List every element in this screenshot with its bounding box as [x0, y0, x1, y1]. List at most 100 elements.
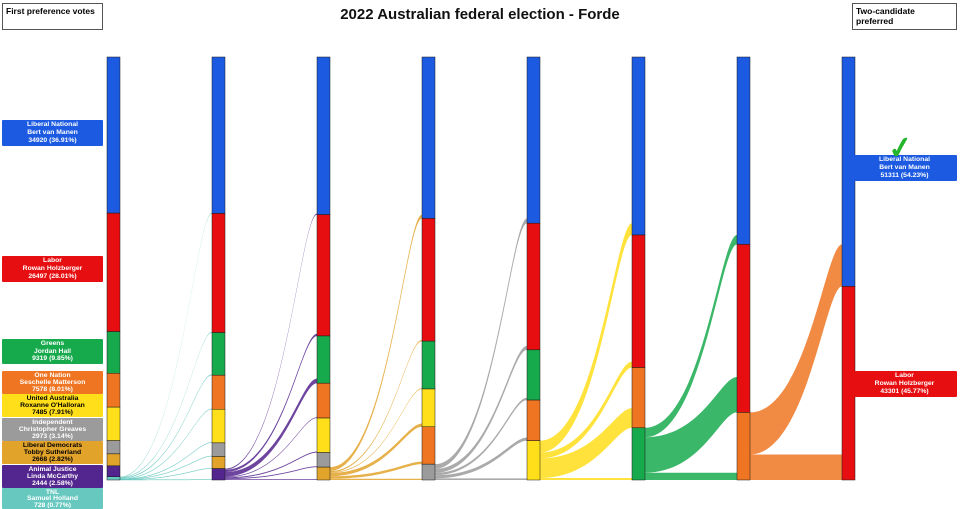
bar-segment-ALP-stage-2: [211, 213, 226, 333]
vote-count: 43301 (45.77%): [880, 387, 929, 395]
bar-segment-UAP-stage-4: [421, 388, 436, 428]
party-name: Liberal National: [27, 121, 78, 129]
bar-segment-GRN-stage-6: [631, 427, 646, 481]
candidate-name: Jordan Hall: [33, 347, 71, 355]
flow-GRN-to-ONP: [645, 472, 737, 480]
bar-segment-GRN-stage-3: [316, 335, 331, 384]
bar-segment-LNP-stage-6: [631, 56, 646, 236]
candidate-label-GRN: Greens Jordan Hall 9319 (9.85%): [2, 339, 103, 364]
flow-LDP-to-UAP: [330, 423, 422, 477]
flow-IND-to-GRN: [435, 397, 527, 476]
flow-TNL-to-ONP: [120, 408, 212, 480]
flow-UAP-to-ALP: [540, 361, 632, 459]
candidate-label-LDP: Liberal Democrats Tobby Sutherland 2668 (2…: [2, 441, 103, 464]
candidate-name: Bert van Manen: [879, 164, 930, 172]
party-name: United Australia: [26, 395, 79, 402]
bar-segment-GRN-stage-5: [526, 349, 541, 401]
candidate-label-LNP: Liberal National Bert van Manen 51311 (54.…: [852, 155, 957, 181]
bar-segment-UAP-stage-1: [106, 406, 121, 441]
flow-ONP-to-ALP: [750, 454, 842, 480]
bar-segment-LNP-stage-3: [316, 56, 331, 215]
flow-IND-to-LNP: [435, 218, 527, 469]
candidate-label-ALP: Labor Rowan Holzberger 43301 (45.77%): [852, 371, 957, 397]
candidate-label-IND: Independent Christopher Greaves 2973 (3.14…: [2, 418, 103, 441]
candidate-label-ALP: Labor Rowan Holzberger 26497 (28.01%): [2, 256, 103, 282]
party-name: TNL: [45, 489, 60, 496]
flow-TNL-to-GRN: [120, 374, 212, 479]
bar-segment-ONP-stage-7: [736, 412, 751, 481]
bar-segment-AJP-stage-2: [211, 468, 226, 481]
bar-segment-GRN-stage-2: [211, 332, 226, 376]
party-name: Greens: [40, 340, 65, 347]
bar-segment-ALP-stage-6: [631, 234, 646, 368]
flow-GRN-to-LNP: [645, 235, 737, 438]
flow-TNL-to-ALP: [120, 331, 212, 478]
flow-IND-to-UAP: [435, 478, 527, 480]
first-preference-votes-label: First preference votes: [6, 6, 95, 16]
first-preference-votes-box: First preference votes: [2, 3, 103, 30]
flow-AJP-to-LNP: [225, 213, 317, 470]
flow-TNL-to-IND: [120, 455, 212, 480]
flow-IND-to-ONP: [435, 437, 527, 479]
vote-count: 2973 (3.14%): [32, 433, 73, 440]
bar-segment-ONP-stage-5: [526, 399, 541, 441]
candidate-label-TNL: TNL Samuel Holland 728 (0.77%): [2, 488, 103, 509]
candidate-name: Tobby Sutherland: [23, 449, 82, 456]
bar-segment-LNP-stage-2: [211, 56, 226, 214]
bar-segment-TNL-stage-1: [106, 476, 121, 481]
candidate-name: Rowan Holzberger: [874, 380, 935, 388]
flow-LDP-to-ONP: [330, 461, 422, 479]
flow-TNL-to-AJP: [120, 479, 212, 481]
vote-count: 2668 (2.82%): [32, 456, 73, 463]
flow-UAP-to-ONP: [540, 408, 632, 479]
candidate-label-UAP: United Australia Roxanne O'Halloran 7485 (…: [2, 394, 103, 417]
candidate-name: Roxanne O'Halloran: [20, 402, 85, 409]
flow-LDP-to-ALP: [330, 339, 422, 473]
vote-count: 34920 (36.91%): [28, 136, 77, 144]
flow-TNL-to-LDP: [120, 467, 212, 481]
page-title: 2022 Australian federal election - Forde: [340, 6, 620, 23]
vote-count: 9319 (9.85%): [32, 355, 73, 363]
flow-AJP-to-LDP: [225, 479, 317, 480]
bar-segment-ALP-stage-5: [526, 222, 541, 351]
party-name: Independent: [32, 419, 73, 426]
flow-TNL-to-LNP: [120, 212, 212, 478]
bar-segment-UAP-stage-2: [211, 408, 226, 444]
candidate-name: Samuel Holland: [27, 495, 78, 502]
bar-segment-IND-stage-1: [106, 440, 121, 455]
bar-segment-LNP-stage-1: [106, 56, 121, 214]
bar-segment-LNP-stage-7: [736, 56, 751, 245]
candidate-name: Linda McCarthy: [27, 473, 78, 480]
bar-segment-ONP-stage-6: [631, 367, 646, 429]
two-candidate-preferred-label: Two-candidate preferred: [856, 6, 915, 26]
bar-segment-IND-stage-2: [211, 442, 226, 457]
candidate-name: Bert van Manen: [27, 129, 78, 137]
flow-LDP-to-IND: [330, 478, 422, 480]
bar-segment-LNP-stage-5: [526, 56, 541, 224]
candidate-label-AJP: Animal Justice Linda McCarthy 2444 (2.58%): [2, 465, 103, 488]
bar-segment-ONP-stage-2: [211, 374, 226, 410]
party-name: Animal Justice: [28, 466, 77, 473]
party-name: Labor: [895, 372, 914, 380]
bar-segment-ONP-stage-4: [421, 426, 436, 465]
bar-segment-ALP-stage-7: [736, 244, 751, 413]
bar-segment-IND-stage-3: [316, 452, 331, 468]
vote-count: 7485 (7.91%): [32, 409, 73, 416]
bar-segment-UAP-stage-5: [526, 440, 541, 481]
vote-count: 26497 (28.01%): [28, 272, 77, 280]
bar-segment-LDP-stage-1: [106, 453, 121, 467]
flow-TNL-to-UAP: [120, 442, 212, 480]
vote-count: 2444 (2.58%): [32, 480, 73, 487]
bar-segment-ALP-stage-4: [421, 218, 436, 342]
bar-segment-GRN-stage-1: [106, 331, 121, 374]
bar-segment-AJP-stage-1: [106, 465, 121, 477]
flow-ONP-to-LNP: [750, 244, 842, 455]
party-name: Liberal Democrats: [22, 442, 83, 449]
bar-segment-ONP-stage-3: [316, 382, 331, 419]
flow-AJP-to-IND: [225, 466, 317, 480]
flow-UAP-to-LNP: [540, 223, 632, 453]
bar-segment-GRN-stage-4: [421, 340, 436, 390]
bar-segment-LNP-stage-4: [421, 56, 436, 219]
candidate-name: Seschelle Matterson: [19, 379, 86, 386]
